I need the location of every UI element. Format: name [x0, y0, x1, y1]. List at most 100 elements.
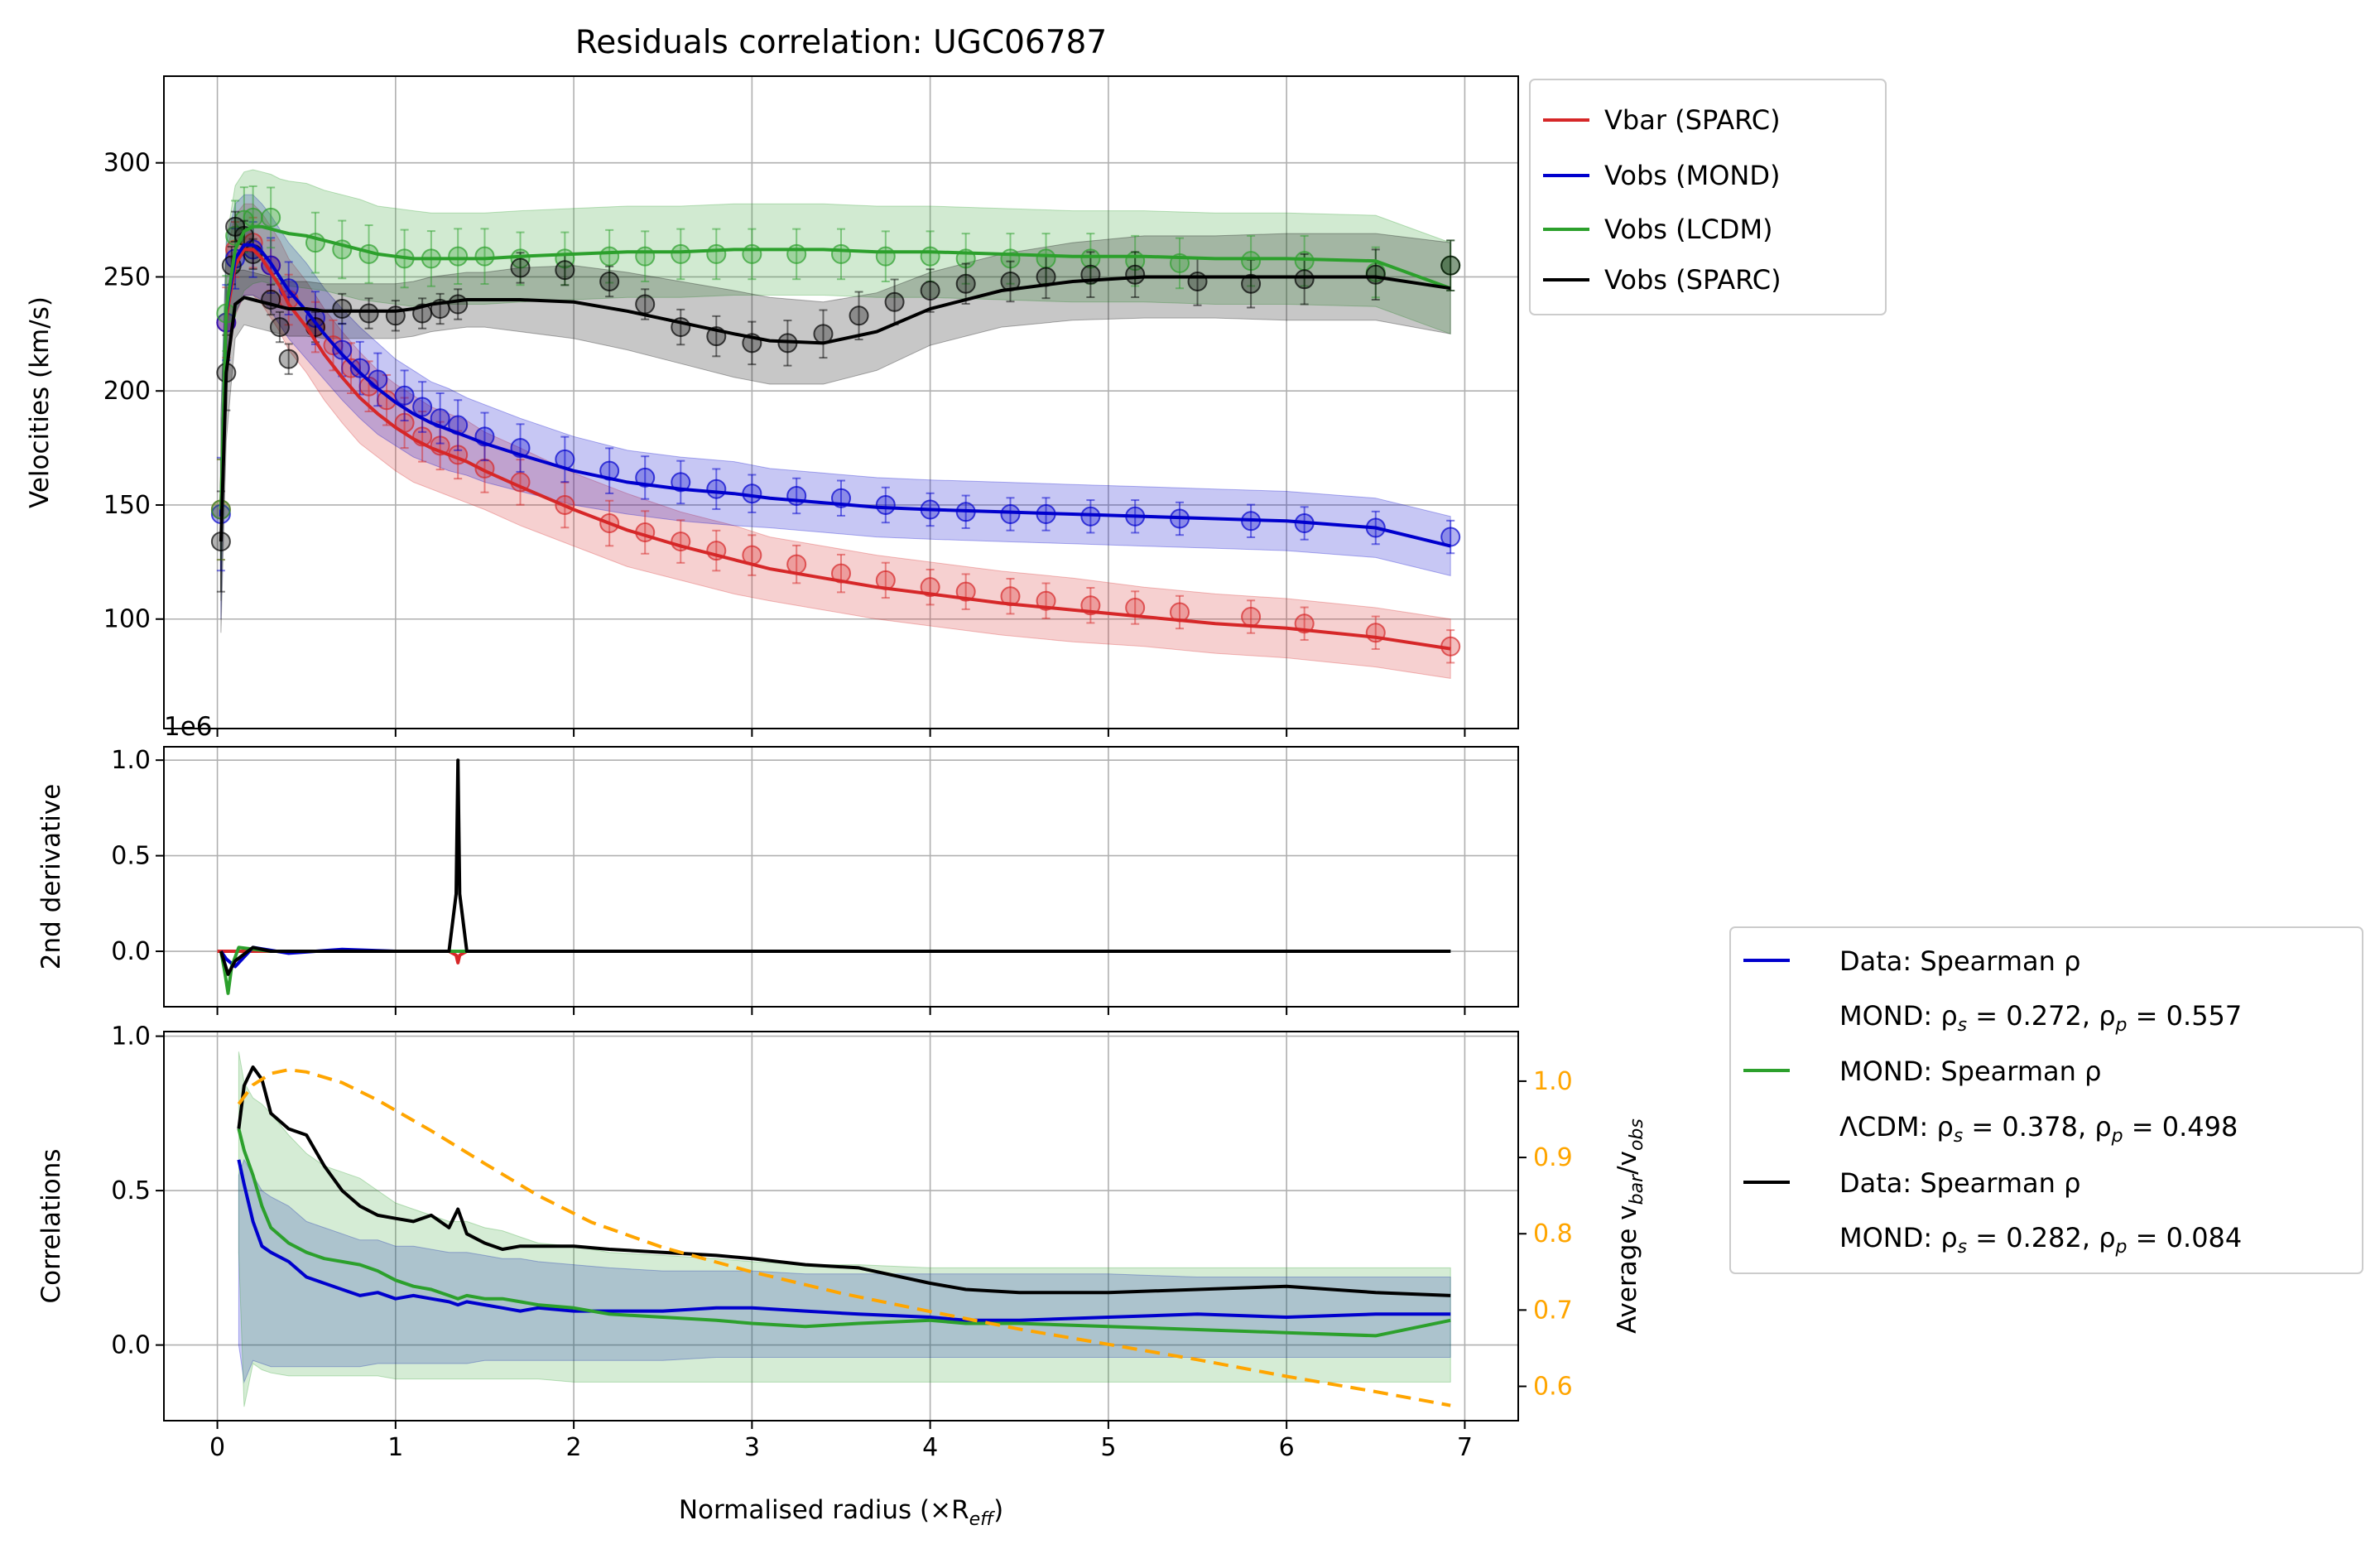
- chart-title: Residuals correlation: UGC06787: [575, 24, 1107, 61]
- derivative-lines: [217, 758, 1451, 995]
- marker-vobs-mond: [332, 339, 353, 360]
- correlations-ytick-label: 0.0: [111, 1331, 151, 1360]
- derivative-panel: 0.0 0.5 1.0: [111, 746, 1519, 1015]
- x-axis-label: Normalised radius (×Reff): [679, 1495, 1003, 1530]
- marker-vobs-sparc: [599, 271, 620, 291]
- x-tick-label: 7: [1457, 1433, 1473, 1462]
- marker-vobs-sparc: [448, 294, 469, 315]
- correlations-ytick-label: 0.5: [111, 1176, 151, 1205]
- marker-vobs-sparc: [1365, 264, 1386, 285]
- marker-vobs-mond: [635, 467, 656, 488]
- marker-vobs-lcdm: [786, 243, 807, 264]
- marker-vbar-sparc: [920, 577, 940, 598]
- deriv-line-vobs-sparc: [219, 758, 1451, 976]
- x-tick-label: 0: [209, 1433, 225, 1462]
- marker-vobs-mond: [412, 397, 433, 417]
- secondary-ylabel: Average vbar/vobs: [1613, 1118, 1647, 1334]
- velocities-legend: Vbar (SPARC) Vobs (MOND) Vobs (LCDM) Vob…: [1529, 79, 1887, 315]
- legend-label-mond-stats-1: MOND: ρs = 0.272, ρp = 0.557: [1839, 1000, 2242, 1036]
- x-tick-label: 6: [1279, 1433, 1295, 1462]
- legend-label-vobs-sparc: Vobs (SPARC): [1604, 264, 1781, 296]
- marker-vobs-lcdm: [448, 246, 469, 267]
- corr-line-2: [237, 1065, 1451, 1297]
- marker-vobs-sparc: [920, 280, 940, 301]
- marker-vobs-lcdm: [474, 246, 495, 267]
- marker-vobs-sparc: [849, 305, 869, 326]
- ratio-dashed-line: [237, 1068, 1451, 1407]
- derivative-ytick-label: 0.5: [111, 842, 151, 871]
- marker-vobs-sparc: [555, 260, 575, 281]
- velocities-ytick-label: 100: [103, 605, 151, 634]
- correlations-grid: [164, 1032, 1518, 1421]
- marker-vobs-sparc: [278, 349, 299, 369]
- x-tick-label: 2: [566, 1433, 582, 1462]
- velocities-ytick-label: 300: [103, 149, 151, 178]
- correlations-panel: 0.0 0.5 1.0 0 1 2 3 4 5 6 7 0.6 0.7 0.8 0.9 1.0: [111, 1022, 1572, 1462]
- marker-vbar-sparc: [1241, 606, 1262, 627]
- derivative-ylabel: 2nd derivative: [36, 784, 66, 970]
- marker-vobs-lcdm: [635, 246, 656, 267]
- derivative-ytick-label: 0.0: [111, 937, 151, 966]
- marker-vobs-sparc: [1187, 271, 1208, 291]
- marker-vobs-mond: [706, 479, 727, 499]
- line-vbar-sparc: [219, 248, 1451, 651]
- velocities-lines: [219, 224, 1451, 651]
- corr-band-1: [238, 1051, 1451, 1407]
- marker-vobs-lcdm: [243, 207, 263, 228]
- x-tick-label: 4: [922, 1433, 938, 1462]
- secondary-ytick-label: 0.8: [1533, 1219, 1573, 1248]
- velocities-ytick-label: 150: [103, 491, 151, 520]
- marker-vobs-lcdm: [706, 243, 727, 264]
- marker-vobs-sparc: [358, 303, 379, 324]
- velocities-legend-box: [1529, 79, 1887, 315]
- marker-vobs-sparc: [1125, 264, 1146, 285]
- legend-label-data-spearman-1: Data: Spearman ρ: [1839, 945, 2080, 977]
- velocities-ylabel: Velocities (km/s): [25, 296, 55, 508]
- marker-vobs-sparc: [1440, 255, 1461, 276]
- derivative-ytick-label: 1.0: [111, 746, 151, 775]
- x-tick-label: 5: [1100, 1433, 1116, 1462]
- velocities-ticks: 100 150 200 250 300: [103, 149, 1466, 737]
- marker-vobs-mond: [368, 369, 388, 390]
- line-vobs-mond: [219, 243, 1451, 548]
- marker-vobs-mond: [349, 358, 370, 378]
- derivative-axes-frame: [163, 746, 1519, 1008]
- x-tick-label: 3: [744, 1433, 760, 1462]
- x-tick-label: 1: [387, 1433, 403, 1462]
- secondary-ytick-label: 0.9: [1533, 1143, 1573, 1172]
- correlations-lines: [237, 1065, 1451, 1407]
- marker-vobs-mond: [1000, 504, 1021, 525]
- correlations-ticks: 0.0 0.5 1.0 0 1 2 3 4 5 6 7 0.6 0.7 0.8 0.9 1.0: [111, 1022, 1572, 1462]
- marker-vobs-lcdm: [920, 246, 940, 267]
- marker-vobs-sparc: [955, 273, 976, 294]
- derivative-ticks: 0.0 0.5 1.0: [111, 746, 1466, 1015]
- marker-vobs-sparc: [884, 291, 905, 312]
- legend-label-data-spearman-2: Data: Spearman ρ: [1839, 1167, 2080, 1199]
- correlations-legend: Data: Spearman ρ MOND: ρs = 0.272, ρp = …: [1729, 926, 2363, 1274]
- velocities-panel: 100 150 200 250 300: [103, 75, 1519, 737]
- legend-label-vobs-lcdm: Vobs (LCDM): [1604, 214, 1773, 245]
- marker-vbar-sparc: [955, 581, 976, 602]
- secondary-ytick-label: 1.0: [1533, 1067, 1573, 1096]
- velocities-ytick-label: 250: [103, 262, 151, 291]
- correlations-ylabel: Correlations: [36, 1148, 66, 1303]
- marker-vobs-lcdm: [261, 207, 281, 228]
- marker-vobs-lcdm: [671, 243, 691, 264]
- velocities-ytick-label: 200: [103, 377, 151, 406]
- marker-vobs-sparc: [1294, 269, 1315, 290]
- correlations-legend-box: [1729, 926, 2363, 1274]
- secondary-ytick-label: 0.6: [1533, 1373, 1573, 1402]
- marker-vobs-lcdm: [742, 243, 762, 264]
- legend-label-mond-spearman: MOND: Spearman ρ: [1839, 1056, 2101, 1087]
- velocities-axes-frame: [163, 75, 1519, 729]
- correlations-ytick-label: 1.0: [111, 1022, 151, 1051]
- corr-line-1: [237, 1128, 1451, 1338]
- marker-vobs-sparc: [510, 257, 531, 278]
- secondary-ytick-label: 0.7: [1533, 1296, 1573, 1325]
- derivative-offset-label: 1e6: [164, 712, 213, 742]
- line-vobs-lcdm: [219, 224, 1451, 510]
- marker-vobs-sparc: [1241, 273, 1262, 294]
- marker-vobs-mond: [394, 385, 415, 406]
- legend-label-mond-stats-2: MOND: ρs = 0.282, ρp = 0.084: [1839, 1222, 2242, 1258]
